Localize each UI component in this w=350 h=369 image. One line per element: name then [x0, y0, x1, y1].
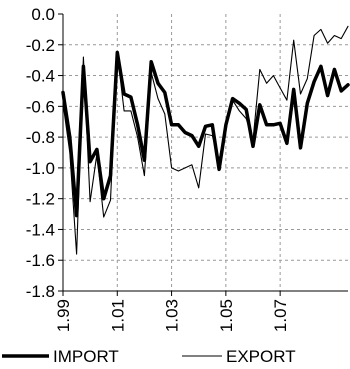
y-tick-label: -0.8: [26, 128, 55, 147]
y-tick-label: -1.2: [26, 190, 55, 209]
y-tick-label: -1.8: [26, 282, 55, 301]
series-line-export: [62, 25, 349, 255]
axes: [58, 13, 348, 296]
legend-label-import: IMPORT: [53, 347, 119, 366]
y-tick-label: -1.4: [26, 220, 55, 239]
x-tick-labels: 1.99 1.01 1.03 1.05 1.07: [54, 299, 290, 332]
x-tick-label: 1.01: [108, 299, 127, 332]
y-tick-label: -0.6: [26, 97, 55, 116]
x-tick-label: 1.07: [271, 299, 290, 332]
grid: [63, 14, 348, 291]
x-tick-label: 1.05: [217, 299, 236, 332]
legend-label-export: EXPORT: [226, 347, 296, 366]
series-lines: [61, 25, 350, 255]
y-tick-label: -1.0: [26, 159, 55, 178]
y-tick-labels: 0.0 -0.2 -0.4 -0.6 -0.8 -1.0 -1.2 -1.4 -1.6 -1.8: [26, 5, 55, 301]
y-tick-label: 0.0: [31, 5, 55, 24]
series-line-import: [61, 50, 350, 218]
x-tick-label: 1.99: [54, 299, 73, 332]
x-tick-label: 1.03: [163, 299, 182, 332]
y-tick-label: -1.6: [26, 251, 55, 270]
y-tick-label: -0.2: [26, 36, 55, 55]
legend: IMPORT EXPORT: [2, 347, 296, 366]
y-tick-label: -0.4: [26, 67, 55, 86]
